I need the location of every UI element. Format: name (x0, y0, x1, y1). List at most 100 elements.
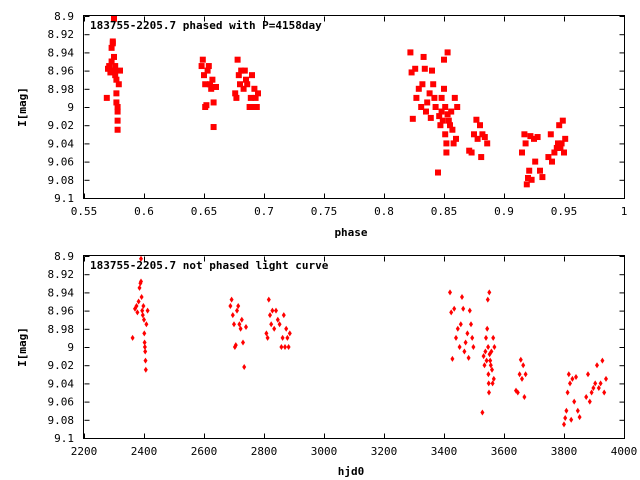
unphased-data-point (237, 321, 242, 328)
unphased-data-point (577, 414, 582, 421)
phased-data-point (201, 72, 207, 79)
unphased-data-point (490, 366, 494, 373)
unphased-chart-title: 183755-2205.7 not phased light curve (90, 259, 329, 272)
phased-data-point (477, 122, 483, 129)
unphased-data-point (471, 344, 476, 350)
phased-data-point (408, 69, 415, 76)
phased-data-points (103, 15, 569, 188)
unphased-data-point (570, 375, 575, 382)
phased-data-point (441, 85, 447, 92)
unphased-data-point (492, 344, 497, 350)
phased-data-point (112, 72, 119, 79)
unphased-data-point (233, 342, 238, 349)
unphased-data-point (488, 357, 493, 364)
unphased-data-point (489, 348, 494, 355)
phased-data-point (449, 126, 456, 133)
phased-data-point (246, 104, 253, 110)
phased-data-point (114, 126, 121, 133)
phased-data-point (235, 72, 242, 79)
unphased-data-point (584, 394, 589, 401)
unphased-data-point (572, 398, 577, 405)
unphased-data-point (145, 307, 150, 314)
unphased-data-point (232, 321, 236, 328)
unphased-data-point (142, 316, 146, 323)
unphased-data-point (484, 357, 489, 364)
unphased-data-point (235, 307, 239, 314)
phased-data-point (531, 135, 537, 142)
unphased-data-point (277, 321, 282, 328)
unphased-data-point (135, 309, 140, 316)
phased-data-point (468, 149, 475, 156)
unphased-x-tick-label: 3400 (431, 445, 458, 458)
unphased-data-point (279, 344, 284, 350)
phased-data-point (251, 85, 258, 92)
unphased-data-point (466, 354, 471, 361)
unphased-data-point (281, 312, 286, 319)
unphased-data-point (242, 364, 247, 371)
phased-data-point (438, 94, 445, 101)
unphased-data-point (520, 375, 524, 382)
phased-data-point (234, 56, 241, 63)
phased-data-point (247, 94, 254, 101)
unphased-data-point (266, 296, 271, 303)
phased-data-point (450, 140, 457, 147)
unphased-data-point (485, 296, 490, 303)
phased-data-point (108, 44, 115, 51)
unphased-y-axis-label: I[mag] (16, 327, 29, 367)
unphased-data-point (600, 357, 605, 364)
phased-data-point (519, 149, 525, 156)
phased-data-point (407, 49, 414, 56)
unphased-data-point (452, 305, 457, 312)
phased-data-point (545, 154, 552, 161)
phased-x-tick-label: 0.95 (551, 205, 578, 218)
unphased-x-tick-label: 3200 (371, 445, 398, 458)
unphased-y-tick-label: 9.08 (48, 414, 75, 427)
phased-data-point (553, 144, 560, 151)
unphased-data-point (563, 414, 568, 421)
phased-x-tick-label: 0.7 (254, 205, 274, 218)
unphased-data-point (461, 305, 466, 312)
phased-data-point (430, 81, 437, 88)
phased-data-point (409, 115, 416, 122)
unphased-data-point (595, 362, 599, 369)
unphased-data-point (565, 389, 570, 396)
unphased-data-point (143, 348, 148, 355)
phased-data-point (559, 117, 566, 124)
unphased-data-point (491, 334, 496, 341)
phased-data-point (255, 90, 261, 97)
unphased-data-point (487, 389, 491, 396)
unphased-y-tick-label: 9.1 (54, 432, 74, 445)
unphased-data-point (142, 339, 147, 346)
phased-data-point (418, 104, 425, 110)
phased-data-point (471, 131, 477, 138)
unphased-data-point (482, 362, 487, 369)
phased-data-point (473, 116, 480, 123)
phased-data-point (551, 149, 558, 156)
unphased-data-point (522, 394, 527, 401)
phased-data-point (103, 94, 110, 101)
unphased-data-point (285, 334, 290, 341)
phased-x-tick-label: 1 (621, 205, 628, 218)
phased-data-point (439, 117, 446, 124)
phased-data-point (424, 99, 431, 106)
phased-data-point (525, 174, 531, 181)
phased-data-point (484, 140, 491, 147)
unphased-data-point (270, 307, 275, 314)
phased-data-point (556, 122, 563, 129)
unphased-data-point (139, 278, 143, 285)
unphased-data-point (142, 344, 147, 350)
unphased-data-point (467, 307, 472, 314)
unphased-data-point (521, 362, 526, 369)
unphased-data-point (448, 289, 452, 296)
unphased-data-point (136, 298, 141, 305)
phased-y-tick-label: 9.02 (48, 119, 75, 132)
phased-data-point (208, 85, 215, 92)
unphased-data-point (481, 353, 486, 360)
phased-data-point (528, 176, 535, 183)
unphased-data-point (469, 321, 473, 328)
phased-data-point (437, 122, 444, 129)
phased-y-tick-label: 8.9 (54, 10, 74, 23)
phased-x-tick-label: 0.85 (431, 205, 458, 218)
phased-data-point (435, 169, 441, 176)
